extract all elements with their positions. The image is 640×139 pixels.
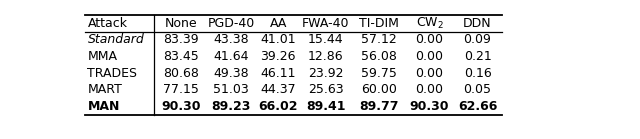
Text: 49.38: 49.38 [213, 67, 249, 80]
Text: PGD-40: PGD-40 [207, 17, 255, 30]
Text: None: None [164, 17, 197, 30]
Text: 0.00: 0.00 [415, 50, 444, 63]
Text: 0.00: 0.00 [415, 67, 444, 80]
Text: 0.09: 0.09 [463, 33, 492, 46]
Text: 0.21: 0.21 [463, 50, 492, 63]
Text: 23.92: 23.92 [308, 67, 344, 80]
Text: 83.45: 83.45 [163, 50, 199, 63]
Text: 77.15: 77.15 [163, 83, 199, 96]
Text: 83.39: 83.39 [163, 33, 199, 46]
Text: 15.44: 15.44 [308, 33, 344, 46]
Text: 59.75: 59.75 [361, 67, 397, 80]
Text: AA: AA [269, 17, 287, 30]
Text: 44.37: 44.37 [260, 83, 296, 96]
Text: 46.11: 46.11 [260, 67, 296, 80]
Text: 0.16: 0.16 [463, 67, 492, 80]
Text: 43.38: 43.38 [213, 33, 249, 46]
Text: 89.77: 89.77 [359, 100, 399, 113]
Text: Attack: Attack [88, 17, 127, 30]
Text: 41.01: 41.01 [260, 33, 296, 46]
Text: MART: MART [88, 83, 122, 96]
Text: 80.68: 80.68 [163, 67, 199, 80]
Text: 12.86: 12.86 [308, 50, 344, 63]
Text: 60.00: 60.00 [361, 83, 397, 96]
Text: 0.05: 0.05 [463, 83, 492, 96]
Text: 0.00: 0.00 [415, 33, 444, 46]
Text: 62.66: 62.66 [458, 100, 497, 113]
Text: CW$_2$: CW$_2$ [415, 16, 444, 31]
Text: DDN: DDN [463, 17, 492, 30]
Text: 90.30: 90.30 [161, 100, 201, 113]
Text: 25.63: 25.63 [308, 83, 344, 96]
Text: 51.03: 51.03 [213, 83, 249, 96]
Text: 90.30: 90.30 [410, 100, 449, 113]
Text: TI-DIM: TI-DIM [359, 17, 399, 30]
Text: 89.41: 89.41 [306, 100, 346, 113]
Text: MMA: MMA [88, 50, 118, 63]
Text: 41.64: 41.64 [213, 50, 249, 63]
Text: 56.08: 56.08 [361, 50, 397, 63]
Text: Standard: Standard [88, 33, 144, 46]
Text: 66.02: 66.02 [259, 100, 298, 113]
Text: TRADES: TRADES [88, 67, 138, 80]
Text: 39.26: 39.26 [260, 50, 296, 63]
Text: FWA-40: FWA-40 [302, 17, 349, 30]
Text: 0.00: 0.00 [415, 83, 444, 96]
Text: 89.23: 89.23 [211, 100, 251, 113]
Text: 57.12: 57.12 [361, 33, 397, 46]
Text: MAN: MAN [88, 100, 120, 113]
